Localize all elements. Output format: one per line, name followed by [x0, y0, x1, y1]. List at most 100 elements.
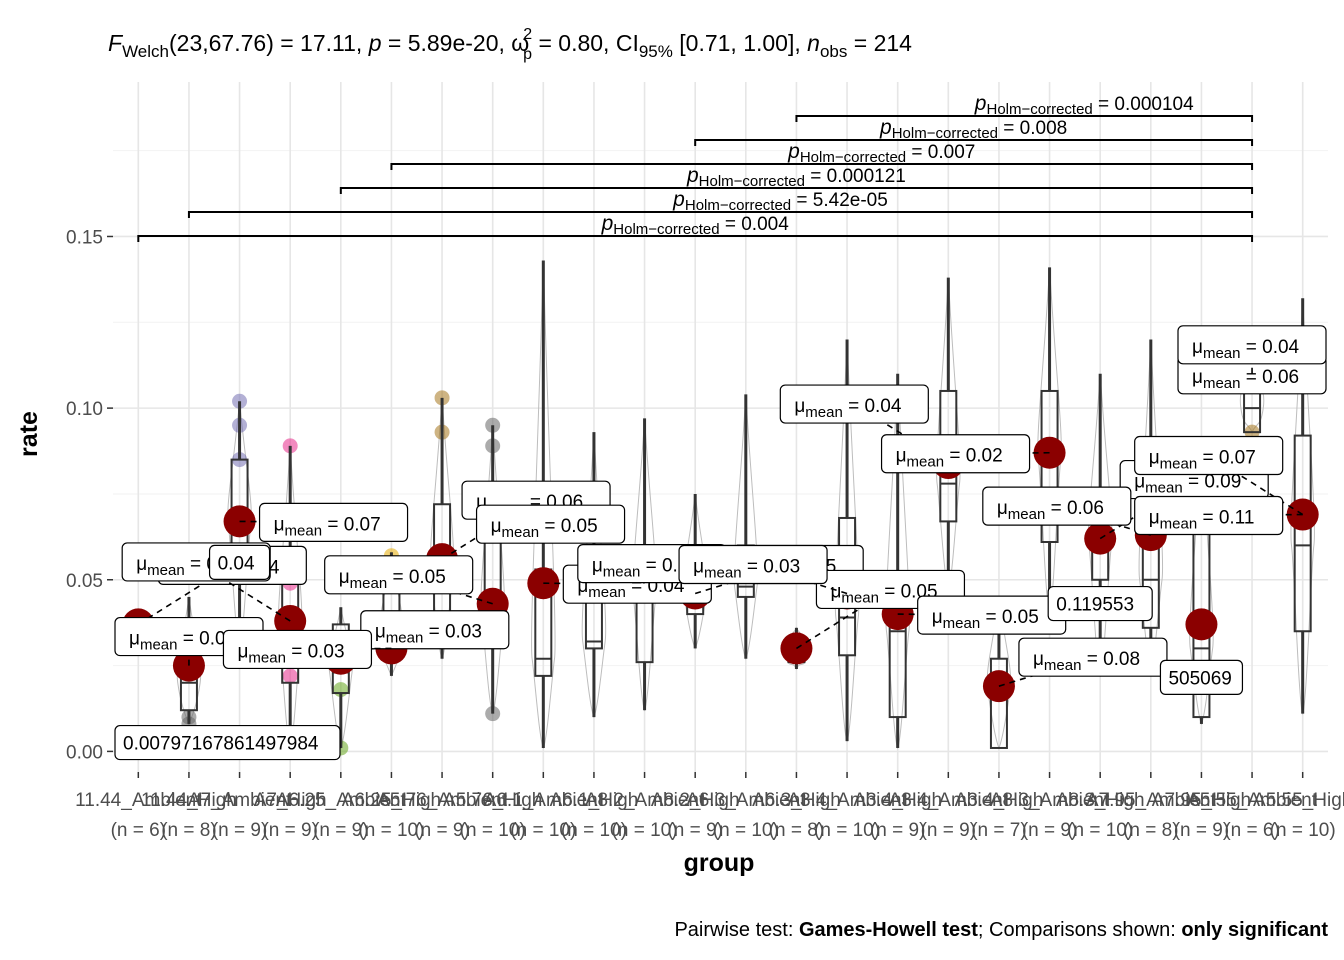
mean-label-box	[1018, 637, 1168, 677]
chart-title: FWelch(23,67.76) = 17.11, p = 5.89e-20, …	[108, 26, 912, 63]
x-tick-n-label: (n = 9)	[212, 820, 267, 841]
outlier-label-box	[208, 544, 271, 581]
mean-label-symbol: μ	[274, 514, 285, 535]
title-n-sub: obs	[820, 42, 847, 61]
bracket-p-sub: Holm−corrected	[986, 101, 1092, 118]
bracket-p-value: = 0.000104	[1093, 94, 1194, 115]
bracket-line	[694, 139, 1254, 146]
mean-label-box	[360, 610, 510, 650]
mean-label-box	[678, 544, 828, 585]
data-point	[282, 668, 298, 684]
x-tick-n-label: (n = 7)	[971, 820, 1026, 841]
mean-label-text: μmean = 0.07	[1149, 448, 1256, 473]
mean-label-sub: mean	[1008, 506, 1046, 523]
mean-label-text: μmean = 0.04	[1192, 337, 1300, 362]
bracket-line	[390, 163, 1254, 170]
mean-label-text: μmean = 0.04	[794, 396, 902, 421]
outlier-label-text: 0.00797167861497984	[123, 734, 319, 755]
mean-label-symbol: μ	[136, 554, 147, 575]
mean-label-sub: mean	[1145, 480, 1183, 497]
x-tick-n-label: (n = 8)	[1123, 820, 1178, 841]
mean-label-value: = 0.06	[1045, 498, 1104, 519]
x-tick-label: A3.4_Ambient	[889, 790, 1009, 811]
x-tick-label: A3.4_Ambient	[787, 790, 907, 811]
x-tick-n-label: (n = 9)	[1022, 820, 1077, 841]
mean-label-sub: mean	[147, 562, 185, 579]
x-tick-n-label: (n = 10)	[358, 820, 424, 841]
mean-label-symbol: μ	[1149, 448, 1160, 469]
outlier-label-text: 0.119553	[1056, 595, 1134, 616]
mean-label-sub: mean	[1203, 345, 1241, 362]
caption-middle: ; Comparisons shown:	[978, 919, 1181, 941]
mean-label-symbol: μ	[794, 396, 805, 417]
caption-shown: only significant	[1181, 919, 1328, 941]
mean-label-text: μmean = 0.05	[932, 607, 1039, 632]
bracket-p-sub: Holm−corrected	[699, 173, 805, 190]
title-omega-sup: 2	[523, 26, 532, 43]
x-tick-label: 11.44_High	[141, 790, 237, 811]
x-tick-label: A8.3_Ambient	[990, 790, 1110, 811]
mean-label-text: μmean = 0.03	[693, 556, 800, 581]
x-tick-label: A6.3_Ambient	[686, 790, 806, 811]
bracket-p-sub: Holm−corrected	[613, 221, 719, 238]
mean-label-symbol: μ	[237, 641, 248, 662]
mean-label-value: = 0.08	[1081, 649, 1140, 670]
x-tick-label: A3.4_High	[853, 790, 942, 811]
mean-label-symbol: μ	[693, 556, 704, 577]
box	[989, 657, 1008, 749]
caption: Pairwise test: Games-Howell test; Compar…	[674, 919, 1328, 941]
bracket-p-symbol: p	[879, 116, 892, 139]
bracket-line	[187, 211, 1254, 218]
mean-label-symbol: μ	[997, 498, 1008, 519]
x-tick-n-label: (n = 6)	[111, 820, 166, 841]
bracket-line	[795, 115, 1254, 122]
mean-label-value: = 0.05	[387, 567, 446, 588]
x-tick-n-label: (n = 10)	[713, 820, 779, 841]
mean-label-text: μmean = 0.03	[375, 622, 482, 647]
outlier-label-box	[1047, 585, 1153, 622]
mean-label-box	[324, 555, 474, 595]
mean-label-sub: mean	[805, 404, 843, 421]
bracket-p-value: = 0.004	[720, 214, 790, 235]
mean-label-sub: mean	[588, 584, 626, 601]
mean-label-box	[880, 434, 1031, 474]
title-ci-sub: 95%	[639, 42, 673, 61]
x-tick-n-label: (n = 10)	[510, 820, 576, 841]
title-n-label: n	[807, 30, 820, 56]
mean-label-symbol: μ	[1134, 472, 1145, 493]
mean-label-symbol: μ	[375, 622, 386, 643]
bracket-p-symbol: p	[672, 188, 685, 211]
mean-label-value: = 0.02	[177, 629, 236, 650]
mean-label-value: = 0.05	[980, 607, 1039, 628]
mean-label-sub: mean	[502, 524, 540, 541]
x-tick-label: 11.44_Ambient	[75, 790, 202, 811]
mean-label-value: = 0.02	[944, 446, 1003, 467]
axes: 0.00 0.05 0.10 0.15 11.44_Ambient (n = 6) 11.4…	[66, 227, 1344, 841]
mean-label-text: μmean = 0.02	[896, 446, 1003, 471]
x-tick-n-label: (n = 10)	[1067, 820, 1133, 841]
y-tick-label: 0.05	[66, 571, 103, 592]
x-tick-label: A5.76_High	[443, 790, 542, 811]
mean-label-sub: mean	[350, 575, 388, 592]
mean-label-value: = 0.03	[742, 556, 801, 577]
bracket-line	[137, 235, 1254, 242]
mean-label-sub: mean	[603, 564, 641, 581]
mean-label-value: = 0.03	[286, 641, 345, 662]
x-tick-label: A7_Ambient	[188, 790, 292, 811]
title-p-value: = 5.89e-20,	[382, 30, 512, 56]
x-tick-label: A5.55_High	[1253, 790, 1344, 811]
mean-label-sub: mean	[943, 615, 981, 632]
x-tick-label: A8.2_Ambient	[585, 790, 705, 811]
mean-label-symbol: μ	[830, 581, 841, 602]
bracket-p-sub: Holm−corrected	[685, 197, 791, 214]
mean-label-symbol: μ	[1192, 337, 1203, 358]
y-axis-title: rate	[15, 411, 43, 457]
mean-label-text: μmean = 0.03	[237, 641, 344, 666]
mean-label-sub: mean	[386, 630, 424, 647]
x-tick-n-label: (n = 8)	[161, 820, 216, 841]
x-tick-n-label: (n = 10)	[612, 820, 678, 841]
mean-label-text: μmean = 0.05	[491, 516, 598, 541]
mean-label-box	[1177, 325, 1327, 365]
